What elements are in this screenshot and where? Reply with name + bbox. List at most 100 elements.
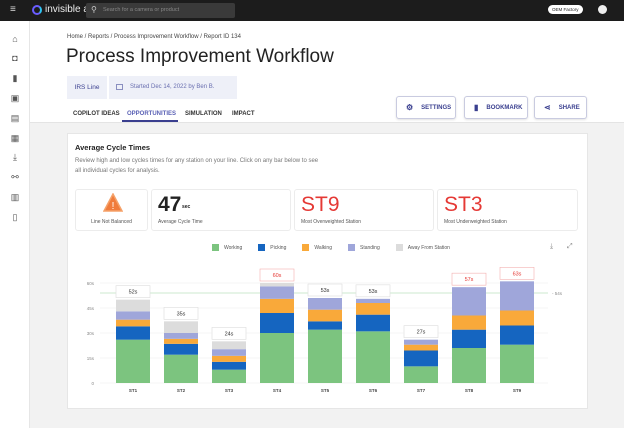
report-icon[interactable]: ▤ [10,113,20,123]
legend-item[interactable]: Away From Station [395,244,450,251]
legend-label: Walking [314,244,332,251]
bar-total-label: 53s [321,288,330,294]
bar-segment-walking [164,338,198,344]
download-icon[interactable]: ⤓ [13,152,17,162]
bar-segment-picking [212,361,246,370]
search-placeholder: Search for a camera or product [103,7,180,13]
bar-total-box [403,325,439,338]
bar-total-label: 63s [513,271,522,277]
legend-swatch [302,244,310,251]
bar-total-label: 35s [177,311,186,317]
bar-total-box [115,285,151,298]
overweighted-label: Most Overweighted Station [301,219,362,225]
chart-legend: Working Picking Walking Standing Away From S… [212,244,450,251]
bar-segment-working [116,339,150,383]
bar-total-box [163,307,199,320]
menu-icon[interactable]: ≡ [10,4,16,15]
settings-label: SETTINGS [421,104,452,111]
bar-total-box [307,283,343,297]
tab-copilot-ideas[interactable]: COPILOT IDEAS [73,111,120,117]
active-tab-indicator [122,120,178,122]
book-icon[interactable]: ▯ [12,212,18,222]
bar-segment-working [212,369,246,383]
x-tick-label: ST7 [417,388,426,393]
x-tick-label: ST8 [465,388,474,393]
legend-label: Working [224,244,243,251]
bar-segment-working [164,354,198,383]
bar-segment-picking [500,325,534,345]
underweighted-value: ST3 [444,193,483,216]
bookmark-button[interactable]: ▮ BOOKMARK [464,96,528,119]
search-icon: ⚲ [91,5,97,14]
bar-segment-picking [452,329,486,348]
tab-impact[interactable]: IMPACT [232,111,255,117]
legend-item[interactable]: Working [212,244,242,251]
tab-simulation[interactable]: SIMULATION [185,111,222,117]
bar-total-label: 57s [465,277,474,283]
bar-segment-standing [404,339,438,345]
search-report-icon[interactable]: ▣ [10,93,20,103]
account-icon[interactable] [598,5,607,14]
home-icon[interactable]: ⌂ [12,34,18,44]
bar-segment-away-from-station [116,299,150,312]
map-icon[interactable]: ▥ [10,192,20,202]
balance-stat: ! Line Not Balanced [75,189,148,231]
legend-item[interactable]: Walking [302,244,332,251]
top-bar: ≡ invisible ai ⚲ Search for a camera or … [0,0,624,21]
balance-label: Line Not Balanced [91,219,132,225]
legend-item[interactable]: Standing [347,244,380,251]
share-icon: ⋖ [544,103,551,112]
target-label: - 54s [552,291,563,296]
expand-icon[interactable]: ⤢ [567,243,573,250]
bookmark-icon: ▮ [474,103,479,112]
bar-segment-standing [308,298,342,310]
settings-button[interactable]: ⚙ SETTINGS [396,96,456,119]
x-tick-label: ST1 [129,388,138,393]
started-text: Started Dec 14, 2022 by Ben B. [130,84,215,90]
bar-segment-standing [116,311,150,320]
link-icon[interactable]: ⚯ [11,172,19,182]
bar-total-label: 24s [225,331,234,337]
bar-segment-walking [356,303,390,315]
bar-segment-walking [260,298,294,313]
overweighted-value: ST9 [301,193,340,216]
page-title: Process Improvement Workflow [66,46,334,67]
bar-segment-walking [116,319,150,327]
bar-segment-picking [116,326,150,340]
camera-icon[interactable]: ◘ [12,53,18,63]
bar-segment-picking [260,313,294,333]
gear-icon: ⚙ [406,103,414,112]
legend-swatch [212,244,219,251]
y-tick-label: 30s [87,331,95,336]
bar-segment-working [260,333,294,383]
share-label: SHARE [558,104,580,111]
bar-segment-standing [212,349,246,356]
breadcrumb[interactable]: Home / Reports / Process Improvement Wor… [67,34,241,40]
tab-opportunities[interactable]: OPPORTUNITIES [127,111,177,117]
page-header: Home / Reports / Process Improvement Wor… [30,21,624,123]
bar-segment-standing [452,287,486,316]
legend-swatch [347,244,355,251]
bar-segment-standing [500,281,534,311]
bookmark-label: BOOKMARK [486,104,523,111]
analytics-icon[interactable]: ▦ [10,133,20,143]
share-button[interactable]: ⋖ SHARE [534,96,587,119]
bar-segment-standing [164,333,198,339]
started-chip: Started Dec 14, 2022 by Ben B. [109,76,237,99]
bar-segment-working [500,344,534,383]
bookmark-icon[interactable]: ▮ [12,73,18,83]
bar-segment-working [452,348,486,383]
card-description-2: all individual cycles for analysis. [75,168,160,174]
factory-selector[interactable]: OEM Factory [548,5,583,14]
x-tick-label: ST4 [273,388,282,393]
bar-total-label: 53s [369,289,378,295]
y-tick-label: 15s [87,356,95,361]
download-chart-icon[interactable]: ⤓ [550,243,554,250]
bar-segment-picking [308,321,342,330]
search-input[interactable]: ⚲ Search for a camera or product [86,3,235,18]
legend-item[interactable]: Picking [258,244,286,251]
bar-segment-standing [356,298,390,303]
legend-label: Away From Station [407,244,450,251]
legend-label: Picking [270,244,287,251]
